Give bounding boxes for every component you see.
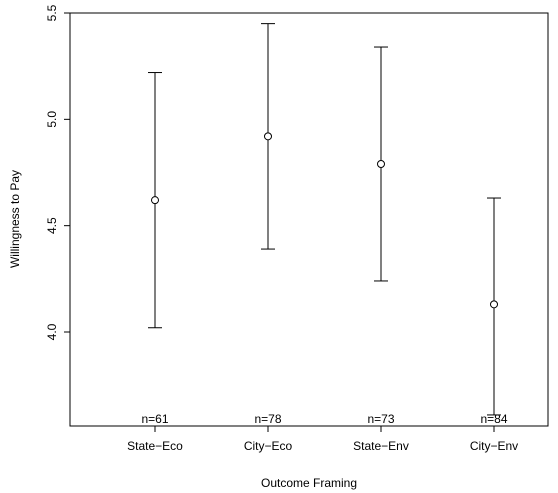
mean-point <box>377 159 385 168</box>
y-axis: 4.0 4.5 5.0 5.5 <box>45 4 70 340</box>
x-axis: State−Eco City−Eco State−Env City−Env <box>127 426 518 453</box>
y-tick-label: 5.5 <box>45 4 59 21</box>
plot-frame <box>69 12 549 427</box>
y-axis-title: Willingness to Pay <box>8 170 22 268</box>
mean-point <box>264 132 272 141</box>
mean-point <box>151 196 159 205</box>
sample-size-label: n=78 <box>254 412 281 426</box>
x-tick-label: City−Env <box>470 439 518 453</box>
sample-size-label: n=61 <box>141 412 168 426</box>
x-tick-label: City−Eco <box>244 439 293 453</box>
sample-size-label: n=73 <box>367 412 394 426</box>
y-tick-label: 5.0 <box>45 111 59 128</box>
sample-size-labels: n=61 n=78 n=73 n=84 <box>141 412 507 426</box>
x-tick-label: State−Env <box>353 439 409 453</box>
y-tick-label: 4.5 <box>45 217 59 234</box>
y-tick-label: 4.0 <box>45 323 59 340</box>
x-tick-label: State−Eco <box>127 439 183 453</box>
sample-size-label: n=84 <box>480 412 507 426</box>
mean-point <box>490 300 498 309</box>
error-bars <box>148 23 501 416</box>
x-axis-title: Outcome Framing <box>261 476 357 490</box>
